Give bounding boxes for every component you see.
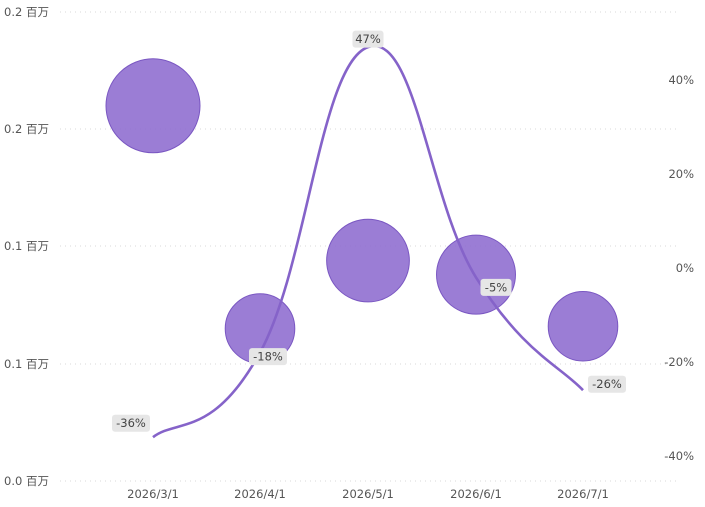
bubble-series	[105, 58, 619, 364]
data-label: 47%	[355, 32, 381, 46]
right-axis-tick-label: 40%	[668, 73, 694, 87]
data-label-bg	[249, 348, 287, 366]
bubble-point	[326, 218, 410, 303]
left-axis-tick-label: 0.1 百万	[4, 357, 49, 371]
left-axis-tick-label: 0.0 百万	[4, 474, 49, 488]
x-axis-tick-label: 2026/4/1	[234, 487, 286, 501]
x-axis: 2026/3/1 2026/4/1 2026/5/1 2026/6/1 2026/7/1	[127, 487, 609, 501]
data-label-bg	[588, 375, 626, 393]
x-axis-tick-label: 2026/3/1	[127, 487, 179, 501]
data-label-bg	[352, 30, 384, 48]
right-axis-tick-label: -40%	[664, 449, 694, 463]
right-axis: -40% -20% 0% 20% 40%	[664, 73, 694, 463]
left-axis-tick-label: 0.2 百万	[4, 122, 49, 136]
data-label: -18%	[253, 350, 283, 364]
x-axis-tick-label: 2026/7/1	[557, 487, 609, 501]
left-axis-tick-label: 0.2 百万	[4, 5, 49, 19]
bubble-point	[436, 234, 516, 315]
data-label-bg	[112, 414, 150, 432]
left-axis-tick-label: 0.1 百万	[4, 239, 49, 253]
x-axis-tick-label: 2026/5/1	[342, 487, 394, 501]
right-axis-tick-label: 20%	[668, 167, 694, 181]
right-axis-tick-label: 0%	[676, 261, 694, 275]
data-label-bg	[480, 278, 512, 296]
data-label: -26%	[592, 377, 622, 391]
data-label: -5%	[485, 280, 507, 294]
x-axis-tick-label: 2026/6/1	[450, 487, 502, 501]
left-axis: 0.0 百万 0.1 百万 0.1 百万 0.2 百万 0.2 百万	[4, 5, 49, 488]
right-axis-tick-label: -20%	[664, 355, 694, 369]
data-label: -36%	[116, 416, 146, 430]
bubble-point	[547, 290, 619, 362]
data-labels: -36% -18% 47% -5% -26%	[112, 30, 626, 432]
bubble-point	[105, 58, 201, 154]
